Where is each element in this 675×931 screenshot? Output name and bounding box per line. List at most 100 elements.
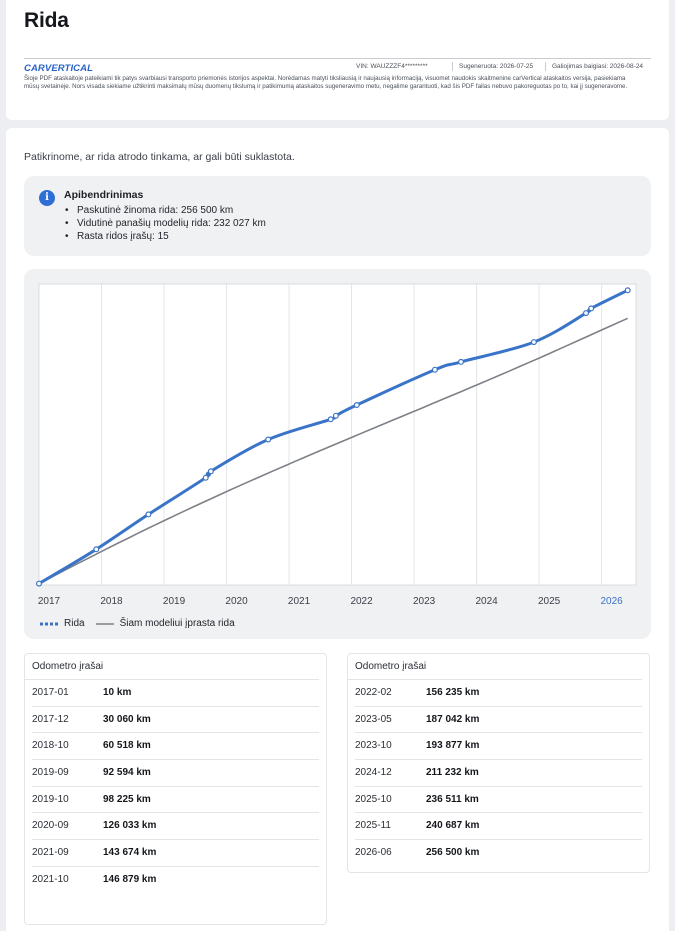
header-divider (24, 58, 651, 59)
row-date: 2025-11 (355, 820, 391, 832)
row-mileage: 126 033 km (103, 820, 157, 832)
row-date: 2018-10 (32, 740, 69, 752)
summary-item-record-count: Rasta ridos įrašų: 15 (64, 230, 266, 243)
row-mileage: 156 235 km (426, 687, 480, 698)
row-date: 2024-12 (355, 767, 392, 779)
odometer-table-left: Odometro įrašai 2017-01 10 km 2017-12 30 06… (24, 653, 327, 925)
legend-item-rida: Rida (39, 618, 85, 629)
row-mileage: 187 042 km (426, 713, 480, 725)
disclaimer-text: Šioje PDF ataskaitoje pateikiami tik pat… (24, 75, 628, 90)
row-date: 2017-12 (32, 713, 69, 725)
generated-date: Sugeneruota: 2026-07-25 (459, 63, 534, 70)
intro-text: Patikrinome, ar rida atrodo tinkama, ar … (24, 151, 295, 163)
table-row: 2019-10 98 225 km (32, 787, 319, 814)
row-date: 2020-09 (32, 820, 69, 832)
legend-item-average: Šiam modeliui įprasta rida (95, 618, 235, 629)
row-mileage: 10 km (103, 687, 132, 698)
mileage-point (265, 436, 272, 443)
table-row: 2026-06 256 500 km (355, 840, 642, 867)
x-tick-label: 2021 (288, 596, 311, 607)
legend-swatch-average (95, 622, 114, 625)
row-mileage: 92 594 km (103, 767, 151, 779)
mileage-point (332, 412, 339, 419)
x-tick-label: 2026 (600, 596, 623, 607)
carvertical-logo: CARVERTICAL (24, 63, 94, 74)
mileage-point (582, 310, 589, 317)
row-mileage: 240 687 km (426, 820, 480, 832)
row-mileage: 98 225 km (103, 793, 151, 805)
row-date: 2021-09 (32, 847, 69, 859)
row-mileage: 256 500 km (426, 847, 480, 859)
meta-divider (452, 62, 453, 71)
x-tick-label: 2020 (225, 596, 248, 607)
mileage-point (431, 366, 438, 373)
average-mileage-line (38, 317, 629, 585)
valid-until-date: Galiojimas baigiasi: 2026-08-24 (552, 63, 644, 70)
mileage-point (458, 358, 465, 365)
legend-swatch-rida (40, 622, 58, 625)
row-mileage: 146 879 km (103, 873, 157, 885)
mileage-point (353, 402, 360, 409)
table-row: 2023-10 193 877 km (355, 733, 642, 761)
row-date: 2022-02 (355, 687, 392, 698)
table-row: 2018-10 60 518 km (32, 733, 319, 761)
x-tick-label: 2024 (475, 596, 498, 607)
row-date: 2019-10 (32, 793, 69, 805)
summary-title: Apibendrinimas (64, 189, 144, 201)
row-date: 2023-05 (355, 713, 392, 725)
row-date: 2021-10 (32, 873, 69, 885)
row-mileage: 193 877 km (426, 740, 480, 752)
mileage-chart-svg: 2017 2018 2019 2020 2021 2022 2023 2024 2025 2026 (36, 283, 637, 607)
table-row: 2022-02 156 235 km (355, 680, 642, 707)
row-mileage: 60 518 km (103, 740, 151, 752)
x-tick-label: 2017 (38, 596, 61, 607)
row-date: 2019-09 (32, 767, 69, 779)
mileage-section: Patikrinome, ar rida atrodo tinkama, ar … (6, 128, 669, 931)
odometer-table-title: Odometro įrašai (25, 654, 319, 680)
mileage-point (93, 546, 100, 553)
table-row: 2023-05 187 042 km (355, 707, 642, 734)
mileage-point (145, 511, 152, 518)
row-date: 2026-06 (355, 847, 392, 859)
page-title: Rida (24, 9, 69, 32)
table-row: 2021-10 146 879 km (32, 867, 319, 894)
mileage-point (207, 468, 214, 475)
meta-divider (545, 62, 546, 71)
odometer-table-right: Odometro įrašai 2022-02 156 235 km 2023-05… (347, 653, 650, 873)
legend-label-average: Šiam modeliui įprasta rida (119, 618, 235, 629)
table-row: 2025-10 236 511 km (355, 787, 642, 814)
mileage-point (202, 474, 209, 481)
info-icon: i (39, 190, 55, 206)
legend-label-rida: Rida (64, 618, 85, 629)
row-mileage: 30 060 km (103, 713, 151, 725)
row-mileage: 236 511 km (426, 793, 479, 805)
x-tick-label: 2018 (100, 596, 123, 607)
mileage-point (588, 305, 595, 312)
table-row: 2025-11 240 687 km (355, 813, 642, 841)
x-tick-label: 2023 (413, 596, 436, 607)
report-header-card: Rida CARVERTICAL VIN: WAUZZZF4********* … (6, 0, 669, 120)
table-row: 2024-12 211 232 km (355, 760, 642, 787)
row-date: 2025-10 (355, 793, 392, 805)
x-tick-label: 2019 (163, 596, 186, 607)
row-mileage: 211 232 km (426, 767, 479, 779)
mileage-chart: 2017 2018 2019 2020 2021 2022 2023 2024 2025 2026… (24, 269, 651, 639)
row-date: 2017-01 (32, 687, 69, 698)
table-row: 2021-09 143 674 km (32, 840, 319, 867)
x-tick-label: 2025 (538, 596, 561, 607)
table-row: 2020-09 126 033 km (32, 813, 319, 841)
summary-item-last-mileage: Paskutinė žinoma rida: 256 500 km (64, 204, 266, 217)
row-mileage: 143 674 km (103, 847, 157, 859)
report-page: Rida CARVERTICAL VIN: WAUZZZF4********* … (6, 0, 669, 931)
table-row: 2017-01 10 km (32, 680, 319, 707)
mileage-point (530, 339, 537, 346)
mileage-point (327, 416, 334, 423)
x-tick-label: 2022 (350, 596, 373, 607)
plot-area (38, 283, 637, 586)
mileage-point (36, 580, 43, 587)
row-date: 2023-10 (355, 740, 392, 752)
summary-list: Paskutinė žinoma rida: 256 500 km Viduti… (64, 204, 266, 243)
vin-text: VIN: WAUZZZF4********* (356, 63, 428, 70)
summary-item-average-mileage: Vidutinė panašių modelių rida: 232 027 k… (64, 217, 266, 230)
mileage-point (624, 287, 631, 294)
